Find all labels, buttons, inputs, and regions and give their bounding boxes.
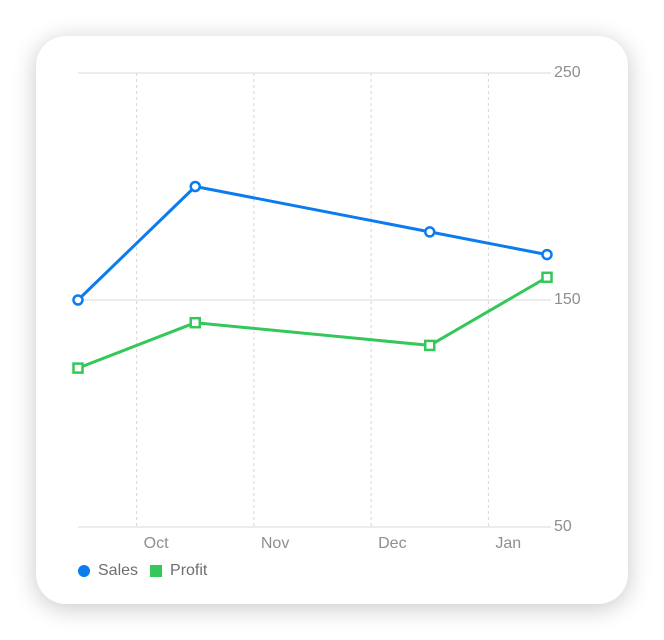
legend-label: Profit xyxy=(170,562,208,579)
point xyxy=(424,339,436,352)
y-tick-label: 50 xyxy=(554,518,572,535)
legend-marker xyxy=(150,565,163,577)
line xyxy=(77,276,548,370)
point xyxy=(72,294,84,306)
point xyxy=(424,226,436,238)
point xyxy=(541,271,553,284)
x-tick-label: Dec xyxy=(378,535,406,552)
legend: Sales Profit xyxy=(78,562,208,579)
legend-marker xyxy=(78,565,90,577)
x-tick-label: Jan xyxy=(495,535,521,552)
y-tick-label: 150 xyxy=(554,291,581,308)
legend-label: Sales xyxy=(98,562,138,579)
x-tick-label: Nov xyxy=(261,535,289,552)
card xyxy=(36,36,628,604)
point xyxy=(189,316,201,329)
line xyxy=(76,185,548,302)
point xyxy=(72,362,84,374)
point xyxy=(189,180,201,193)
x-tick-label: Oct xyxy=(144,535,169,552)
point xyxy=(541,248,553,261)
y-tick-label: 250 xyxy=(554,64,581,81)
